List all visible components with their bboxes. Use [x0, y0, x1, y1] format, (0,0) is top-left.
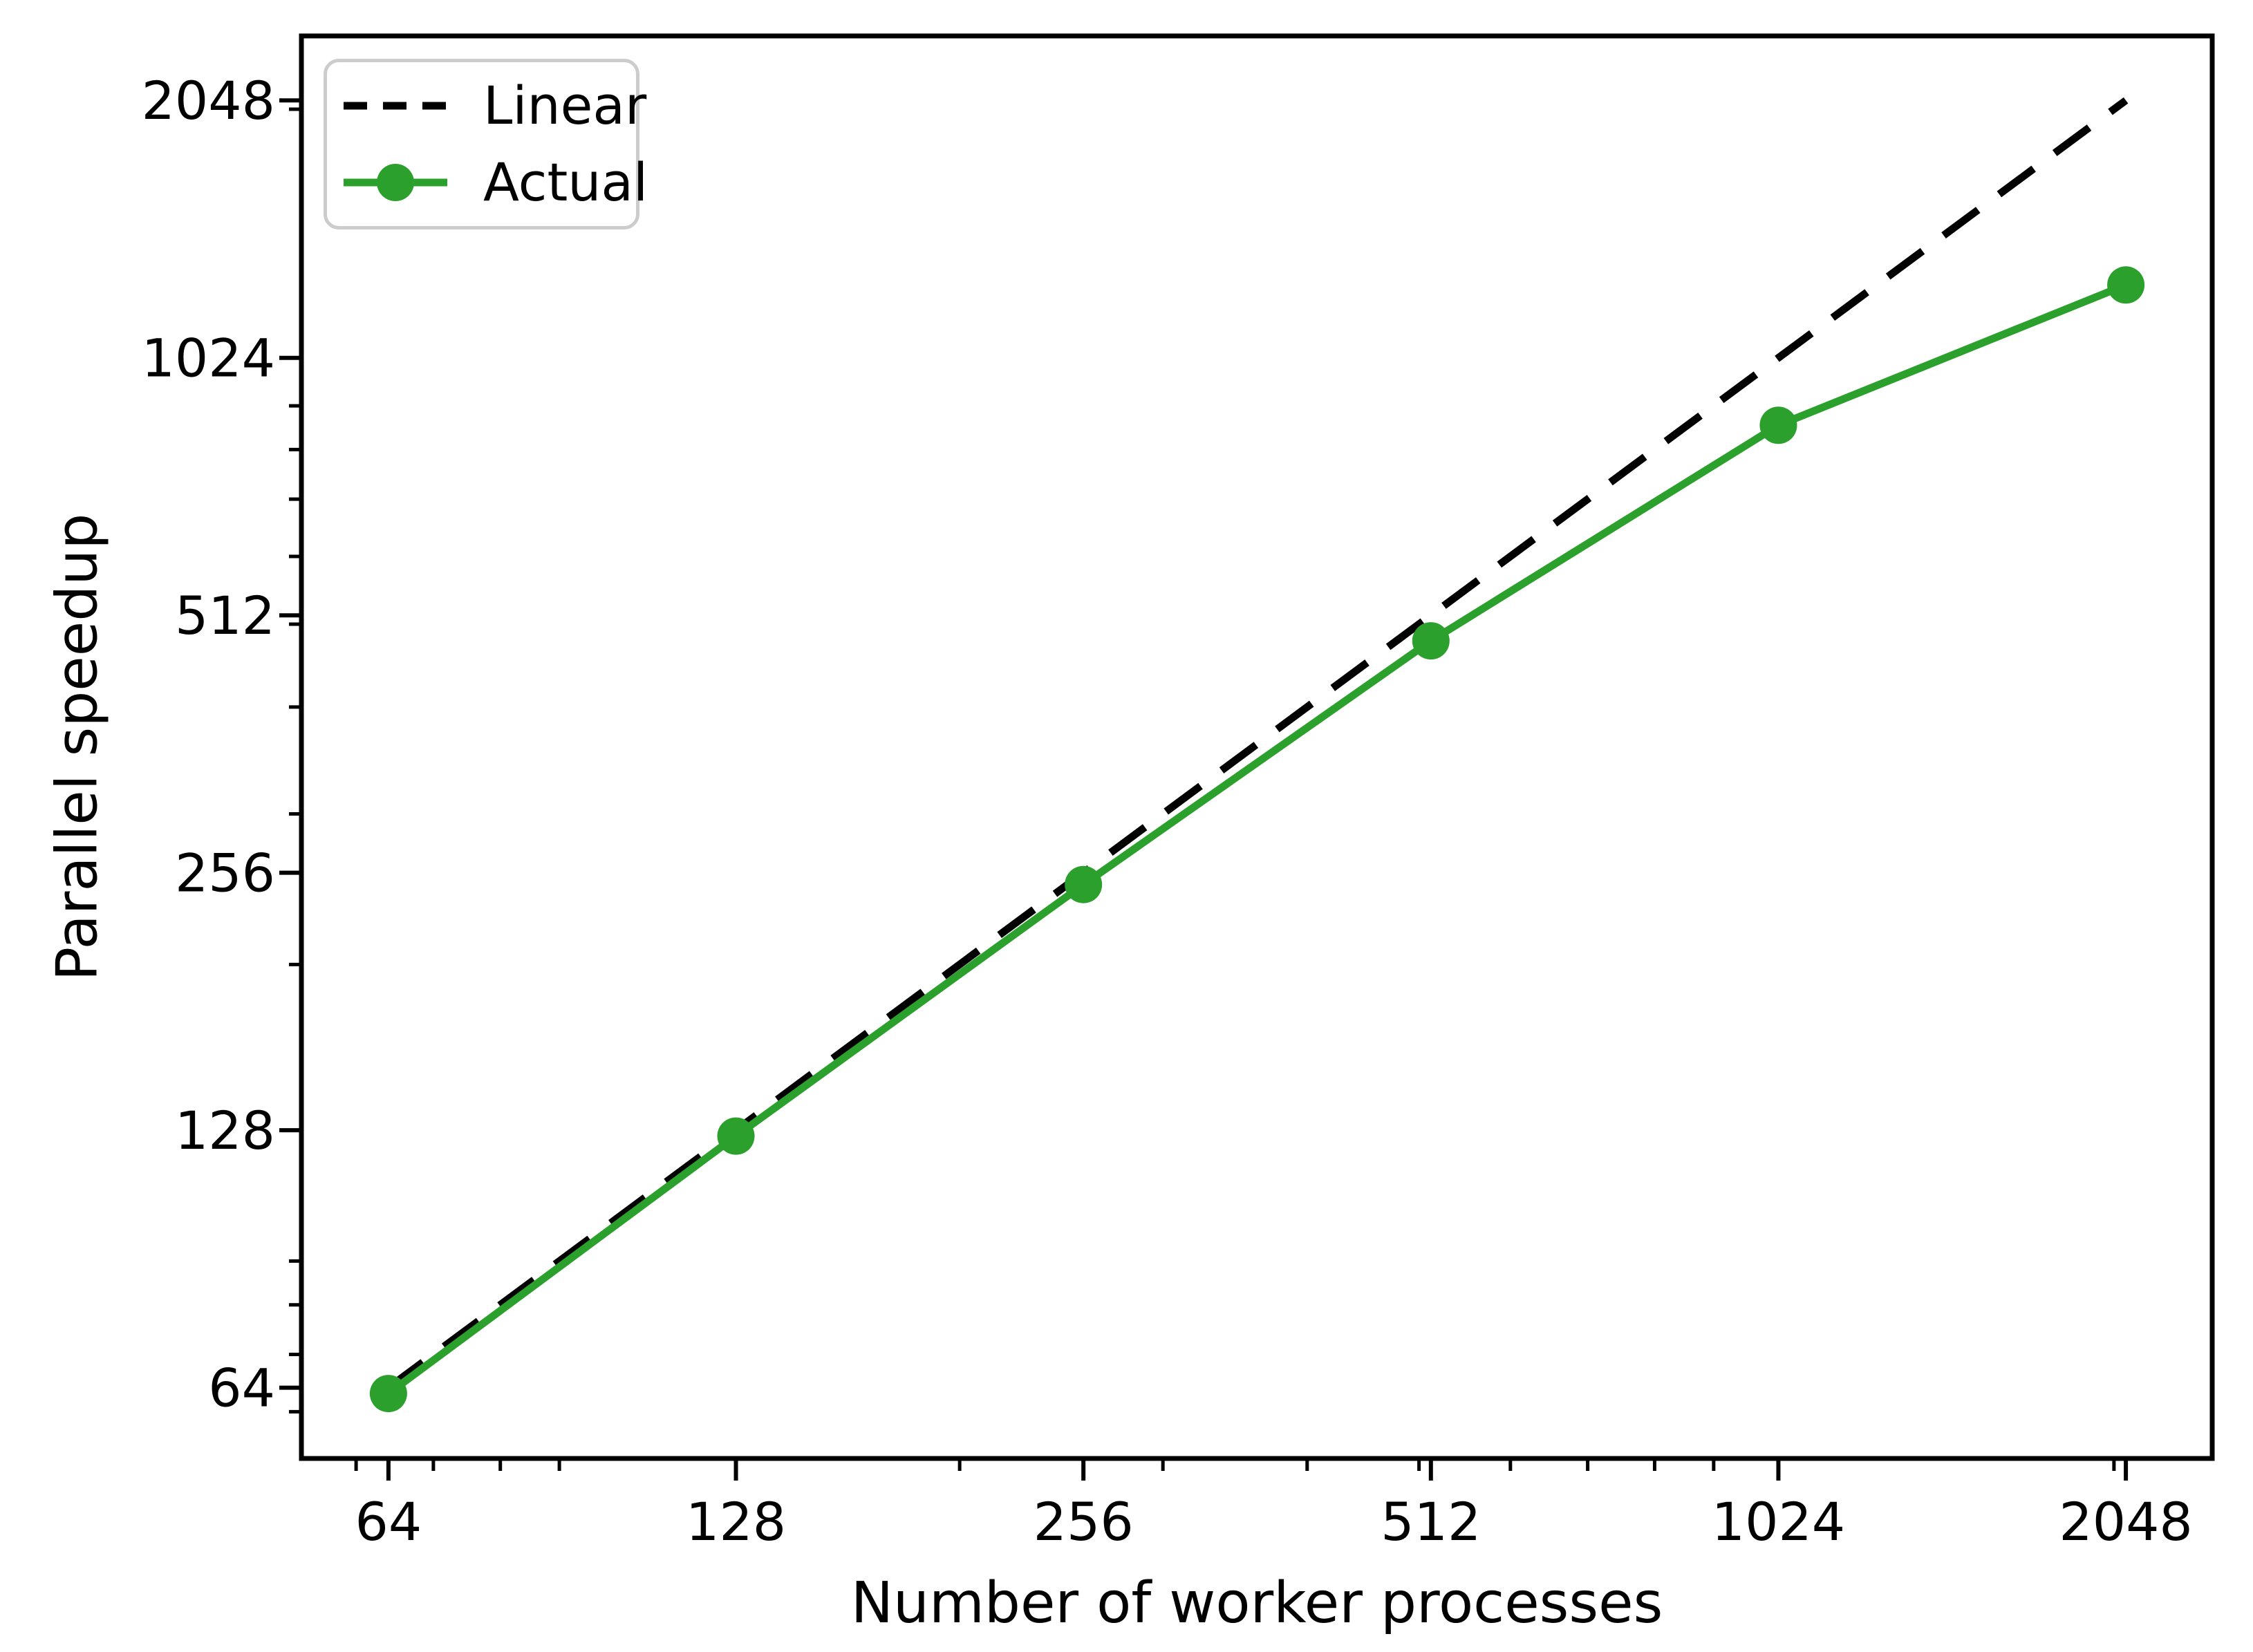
- actual-marker: [717, 1117, 755, 1155]
- x-tick-label: 2048: [2059, 1491, 2192, 1552]
- y-tick-label: 64: [208, 1358, 275, 1419]
- y-axis-title: Parallel speedup: [44, 513, 111, 982]
- y-tick-label: 128: [175, 1100, 275, 1161]
- legend-label-actual: Actual: [483, 151, 648, 213]
- actual-sample-icon: [344, 163, 447, 201]
- plot-frame: [299, 33, 2215, 1461]
- x-tick-label: 64: [355, 1491, 422, 1552]
- y-tick-label: 2048: [142, 70, 275, 131]
- actual-marker: [1412, 622, 1450, 660]
- actual-line: [386, 281, 2128, 1397]
- circle-marker-icon: [377, 163, 414, 201]
- x-tick-label: 1024: [1712, 1491, 1845, 1552]
- x-tick-label: 512: [1381, 1491, 1481, 1552]
- actual-marker: [369, 1375, 407, 1413]
- x-tick-label: 256: [1034, 1491, 1134, 1552]
- legend: Linear Actual: [324, 59, 648, 229]
- legend-entry-actual: Actual: [344, 151, 648, 214]
- x-axis-title: Number of worker processes: [850, 1570, 1663, 1636]
- linear-line: [386, 97, 2129, 1391]
- legend-label-linear: Linear: [483, 75, 647, 137]
- y-tick-label: 1024: [142, 328, 275, 389]
- actual-marker: [1065, 865, 1103, 903]
- y-tick-label: 512: [175, 585, 275, 646]
- x-tick-label: 128: [686, 1491, 786, 1552]
- y-tick-label: 256: [175, 843, 275, 904]
- actual-marker: [2107, 266, 2145, 304]
- legend-entry-linear: Linear: [344, 75, 646, 137]
- actual-marker: [1759, 406, 1797, 444]
- linear-sample-icon: [344, 102, 447, 110]
